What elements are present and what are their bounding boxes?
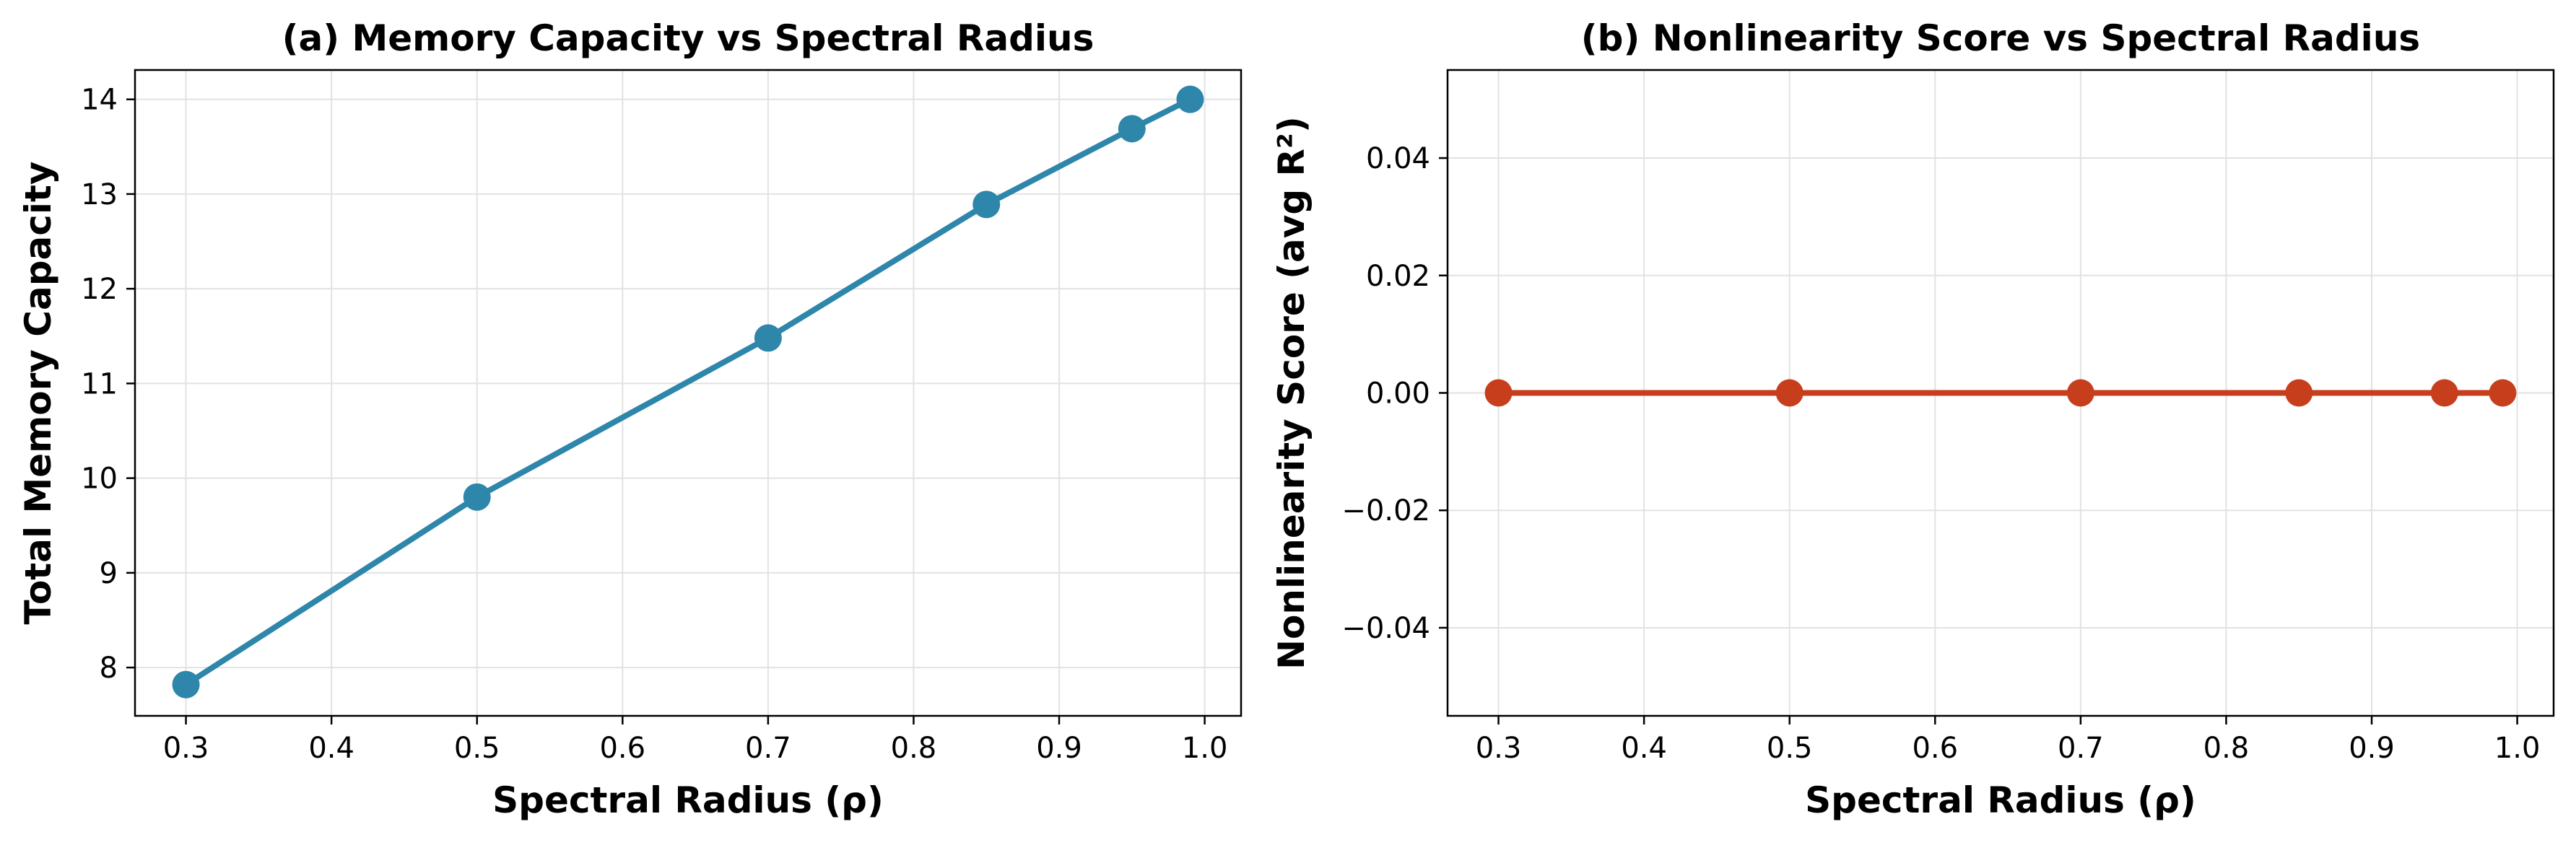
- y-tick-label: −0.02: [1341, 494, 1430, 527]
- data-point: [972, 191, 1001, 219]
- series-line: [183, 96, 1193, 688]
- x-tick-label: 0.5: [454, 732, 500, 765]
- data-point: [2489, 379, 2517, 407]
- data-point: [2285, 379, 2313, 407]
- data-point: [1176, 85, 1204, 113]
- x-tick-label: 1.0: [1182, 732, 1228, 765]
- x-tick-label: 0.3: [163, 732, 209, 765]
- data-point: [1775, 379, 1803, 407]
- y-tick-label: 12: [81, 273, 118, 306]
- y-tick-label: 9: [100, 557, 118, 590]
- x-tick-label: 0.7: [2058, 732, 2104, 765]
- y-tick-label: 14: [81, 84, 118, 117]
- data-point: [2066, 379, 2094, 407]
- x-tick-label: 0.4: [308, 732, 354, 765]
- y-tick-label: 0.04: [1366, 142, 1430, 175]
- data-point: [1484, 379, 1513, 407]
- x-tick-label: 0.7: [745, 732, 791, 765]
- x-axis-label: Spectral Radius (ρ): [1805, 779, 2196, 821]
- y-tick-label: 13: [81, 178, 118, 211]
- y-tick-label: 11: [81, 367, 118, 400]
- x-tick-label: 0.5: [1767, 732, 1813, 765]
- y-tick-label: 0.02: [1366, 260, 1430, 293]
- y-tick-label: 10: [81, 463, 118, 496]
- x-tick-label: 0.4: [1621, 732, 1667, 765]
- x-tick-label: 0.8: [891, 732, 937, 765]
- x-tick-label: 0.8: [2203, 732, 2250, 765]
- data-point: [754, 324, 782, 352]
- data-point: [1118, 115, 1146, 143]
- x-tick-label: 0.3: [1476, 732, 1522, 765]
- y-axis-label: Total Memory Capacity: [17, 161, 59, 624]
- y-tick-label: 8: [100, 652, 118, 685]
- x-tick-label: 0.6: [599, 732, 645, 765]
- y-tick-label: 0.00: [1366, 377, 1430, 411]
- data-point: [463, 483, 491, 511]
- data-point: [2430, 379, 2458, 407]
- chart-title: (b) Nonlinearity Score vs Spectral Radiu…: [1581, 17, 2420, 59]
- panel-a: 0.3 0.4 0.5 0.6 0.7 0.8 0.9 1.0 8 9 10 11 12 13 14 (a) …: [17, 17, 1243, 821]
- data-point: [172, 670, 200, 699]
- chart-title: (a) Memory Capacity vs Spectral Radius: [282, 17, 1095, 59]
- y-axis-label: Nonlinearity Score (avg R²): [1271, 116, 1313, 670]
- panel-b: 0.3 0.4 0.5 0.6 0.7 0.8 0.9 1.0 −0.04 −0.02 0.00 0.…: [1271, 17, 2555, 821]
- x-tick-label: 0.6: [1912, 732, 1958, 765]
- x-tick-label: 0.9: [2349, 732, 2395, 765]
- x-tick-label: 1.0: [2494, 732, 2541, 765]
- x-axis-label: Spectral Radius (ρ): [492, 779, 884, 821]
- x-tick-label: 0.9: [1036, 732, 1082, 765]
- plot-frame: [134, 69, 1243, 717]
- y-tick-label: −0.04: [1341, 612, 1430, 645]
